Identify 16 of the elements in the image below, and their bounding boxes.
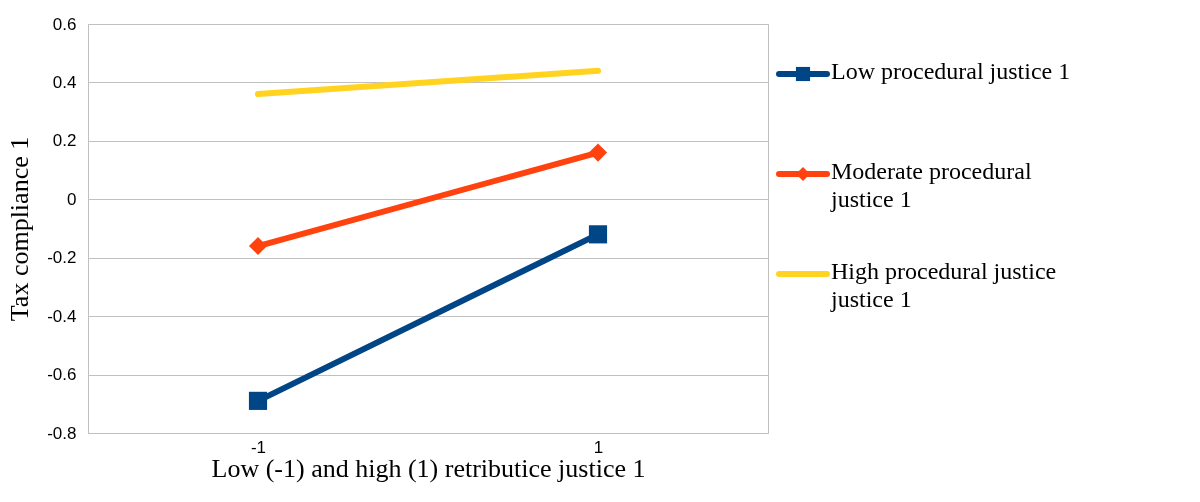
point [588,143,608,162]
y-axis-title: Tax compliance 1 [5,136,35,322]
y-tick-label: -0.8 [47,423,77,443]
point [248,236,268,256]
y-tick-label: -0.2 [47,248,77,268]
legend-label: High procedural justice justice 1 [830,258,1057,312]
y-tick-label: 0.4 [52,72,77,92]
y-tick-label: -0.4 [47,306,77,326]
legend-label: Moderate procedural justice 1 [830,158,1032,212]
legend-label: Low procedural justice 1 [831,58,1071,84]
y-tick-label: 0.2 [52,131,77,151]
y-tick-label: 0.6 [52,14,77,34]
y-tick-label: 0 [67,189,77,209]
point [588,225,608,244]
point [248,391,268,410]
y-tick-label: -0.6 [47,365,77,385]
